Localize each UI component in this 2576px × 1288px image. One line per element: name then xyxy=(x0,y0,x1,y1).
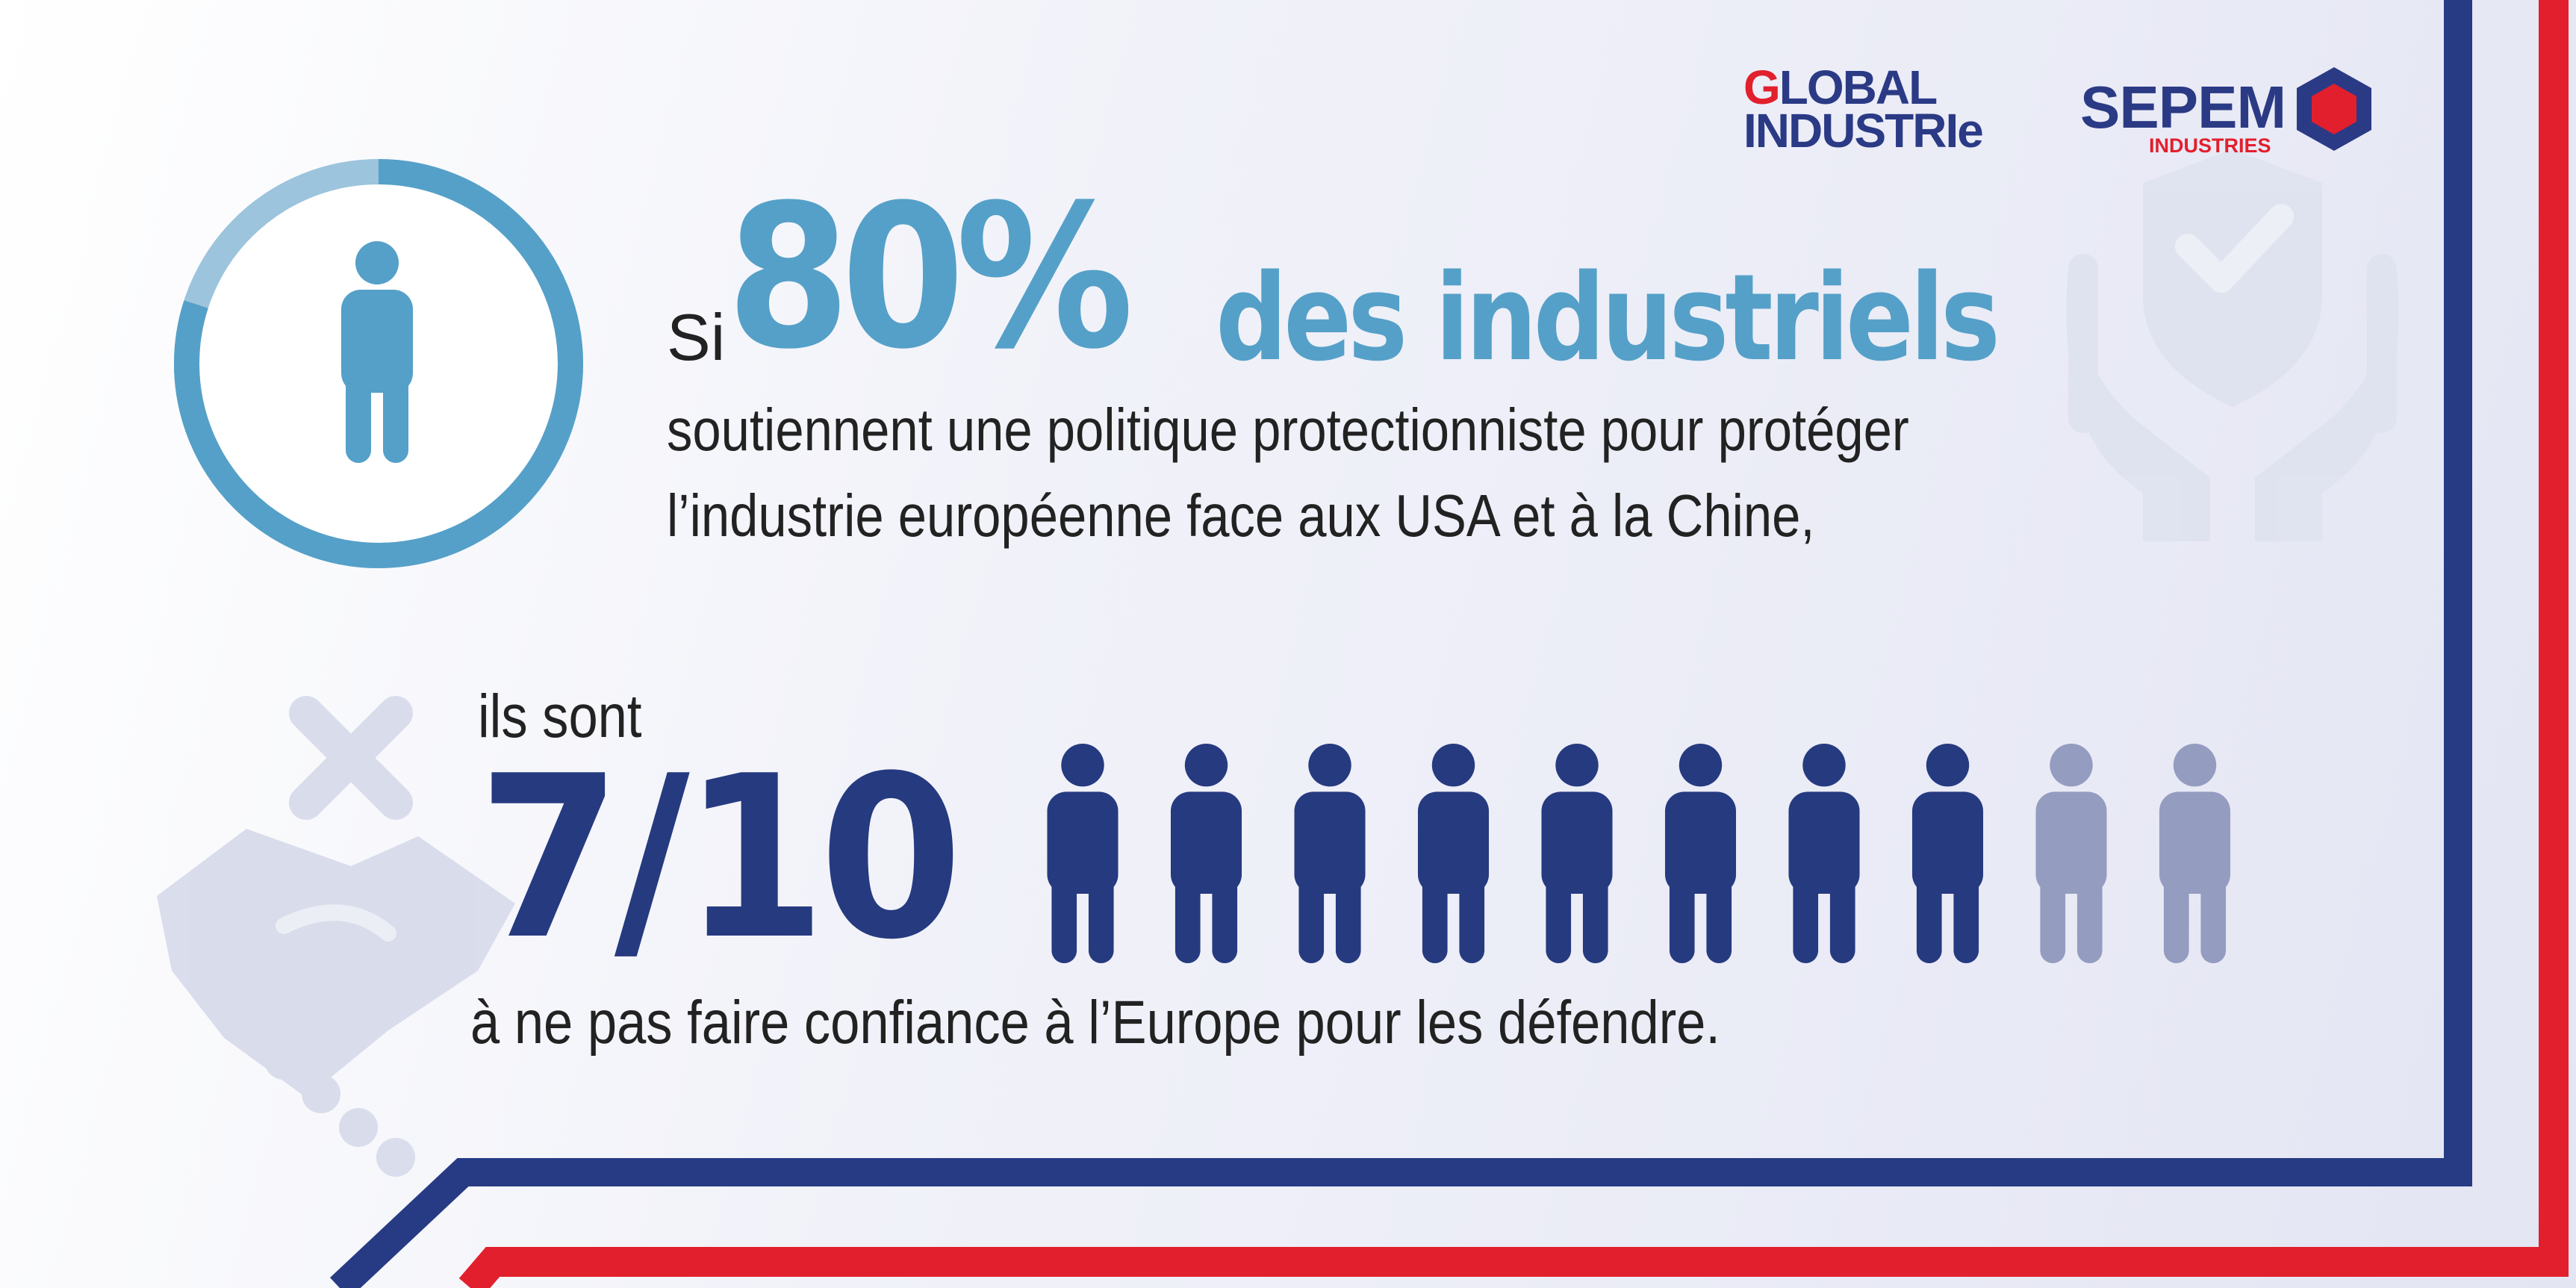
statement-body: soutiennent une politique protectionnist… xyxy=(667,387,1951,559)
shield-hands-icon xyxy=(2066,149,2399,541)
statement-line-2: l’industrie européenne face aux USA et à… xyxy=(667,482,1815,549)
percent-figure: 80% xyxy=(727,163,1134,393)
sepem-industries-logo: SEPEM INDUSTRIES xyxy=(2080,64,2379,157)
person-icon xyxy=(1170,743,1242,964)
ratio-figure: 7/10 xyxy=(478,728,962,989)
hexagon-icon xyxy=(2297,67,2371,151)
person-icon xyxy=(1911,743,1984,964)
handshake-cross-icon xyxy=(157,696,515,1177)
person-icon xyxy=(1294,743,1366,964)
person-icon xyxy=(1788,743,1860,964)
statement-prefix: Si xyxy=(667,300,726,374)
statement-subject: des industriels xyxy=(1216,248,2000,388)
person-icon xyxy=(1541,743,1613,964)
person-icon xyxy=(1417,743,1490,964)
person-icon xyxy=(2035,743,2107,964)
bottom-lead: ils sont xyxy=(478,682,642,750)
person-icon xyxy=(1047,743,1119,964)
statement-line-1: soutiennent une politique protectionnist… xyxy=(667,396,1909,463)
people-row xyxy=(1047,743,2231,964)
person-icon xyxy=(2159,743,2231,964)
person-icon xyxy=(341,241,413,463)
global-industrie-logo: GLOBAL INDUSTRIe xyxy=(1743,60,1984,158)
bottom-line: à ne pas faire confiance à l’Europe pour… xyxy=(470,989,1720,1057)
frame-lines xyxy=(329,0,2569,1288)
person-icon xyxy=(1664,743,1737,964)
